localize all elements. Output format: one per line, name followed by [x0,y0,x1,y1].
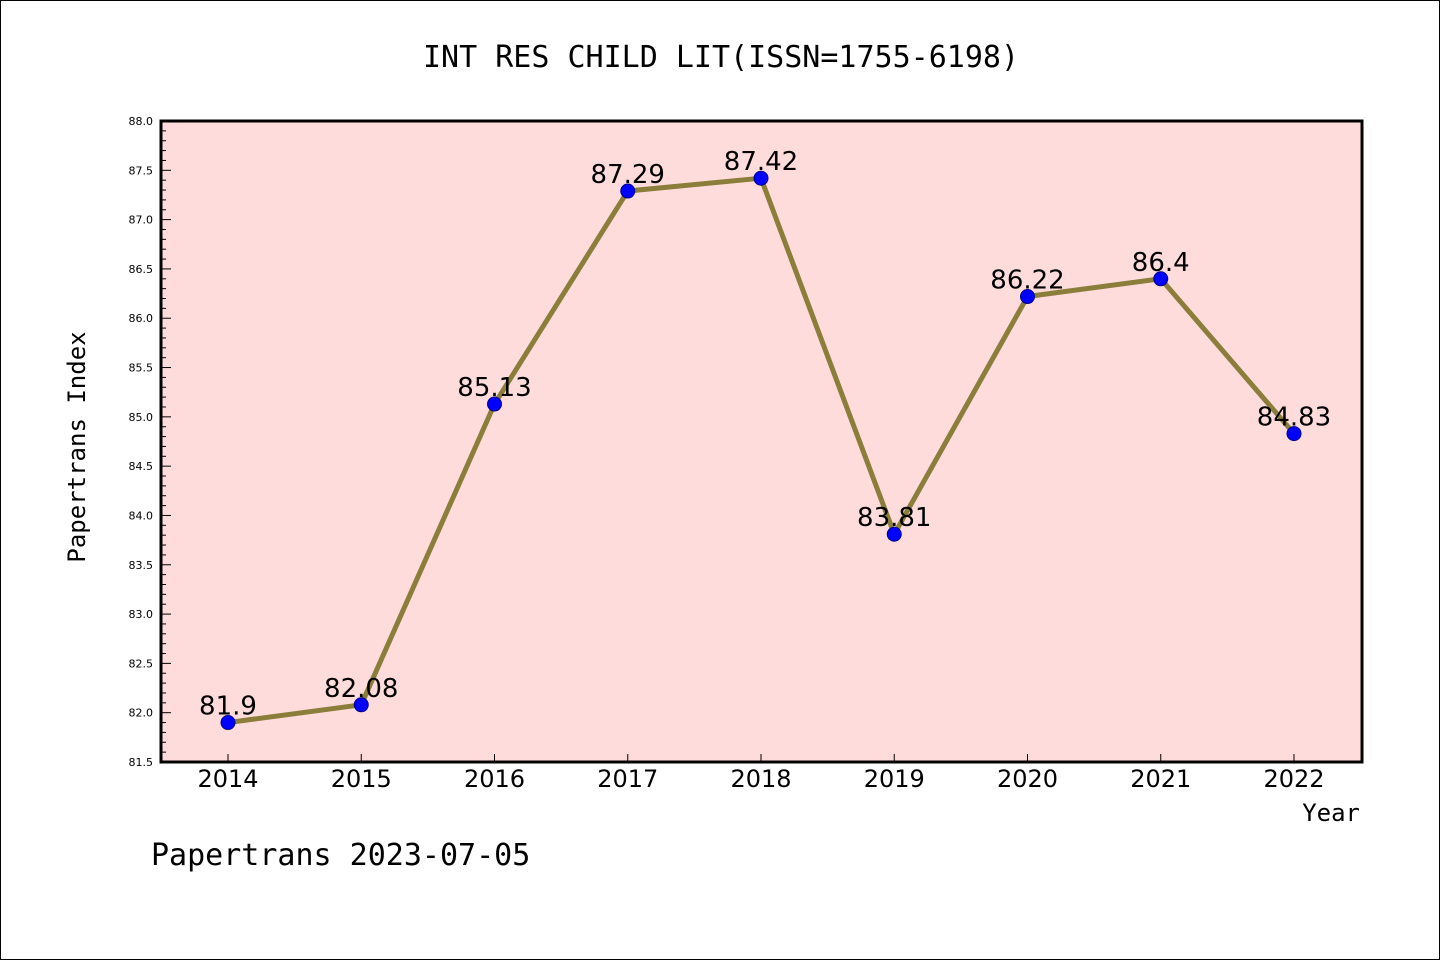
data-point-2016 [487,396,502,412]
data-label-2015: 82.08 [324,674,398,704]
data-label-2020: 86.22 [990,266,1064,296]
y-tick-label: 85.0 [129,411,154,424]
y-tick-label: 86.5 [129,263,154,276]
y-tick-label: 81.5 [129,756,154,769]
y-tick-label: 88.0 [129,115,154,128]
plot-frame [159,119,1364,764]
x-tick-label: 2019 [864,765,925,793]
data-point-2015 [353,697,369,713]
y-tick-label: 84.5 [129,460,154,473]
y-axis-label: Papertrans Index [63,331,91,562]
data-label-2022: 84.83 [1257,403,1331,433]
data-point-2019 [886,526,902,542]
data-label-2018: 87.42 [724,147,798,177]
y-tick-label: 83.0 [129,608,154,621]
data-markers [220,170,1302,731]
data-label-2014: 81.9 [199,692,257,722]
data-point-2014 [220,715,236,731]
data-labels: 81.9 82.08 85.13 87.29 87.42 83.81 86.22 86.4 84… [199,147,1331,721]
data-label-2021: 86.4 [1132,248,1190,278]
y-tick-label: 82.5 [129,657,154,670]
data-point-2017 [620,183,636,199]
plot-area [161,121,1362,762]
x-tick-label: 2020 [997,765,1058,793]
x-tick-label: 2018 [730,765,791,793]
y-tick-label: 87.5 [129,164,154,177]
y-tick-label: 86.0 [129,312,154,325]
chart-title: INT RES CHILD LIT(ISSN=1755-6198) [423,40,1019,75]
data-label-2017: 87.29 [591,160,665,190]
x-tick-label: 2021 [1130,765,1191,793]
x-axis-label: Year [1302,799,1360,827]
x-tick-label: 2016 [464,765,525,793]
y-tick-label: 85.5 [129,362,154,375]
data-label-2016: 85.13 [457,373,531,403]
y-tick-label: 82.0 [129,707,154,720]
x-tick-label: 2015 [331,765,392,793]
data-point-2021 [1153,271,1169,287]
x-tick-label: 2022 [1263,765,1324,793]
y-tick-label: 83.5 [129,559,154,572]
data-label-2019: 83.81 [857,503,931,533]
x-tick-label: 2014 [197,765,258,793]
y-tick-label: 84.0 [129,509,154,522]
x-tick-label: 2017 [597,765,658,793]
y-tick-label: 87.0 [129,214,154,227]
data-point-2020 [1020,289,1035,305]
x-axis-ticks: 2014 2015 2016 2017 2018 2019 2020 2021 2022 [197,754,1325,793]
data-point-2018 [753,170,769,186]
footer-credit: Papertrans 2023-07-05 [151,838,530,873]
data-point-2022 [1286,426,1302,442]
